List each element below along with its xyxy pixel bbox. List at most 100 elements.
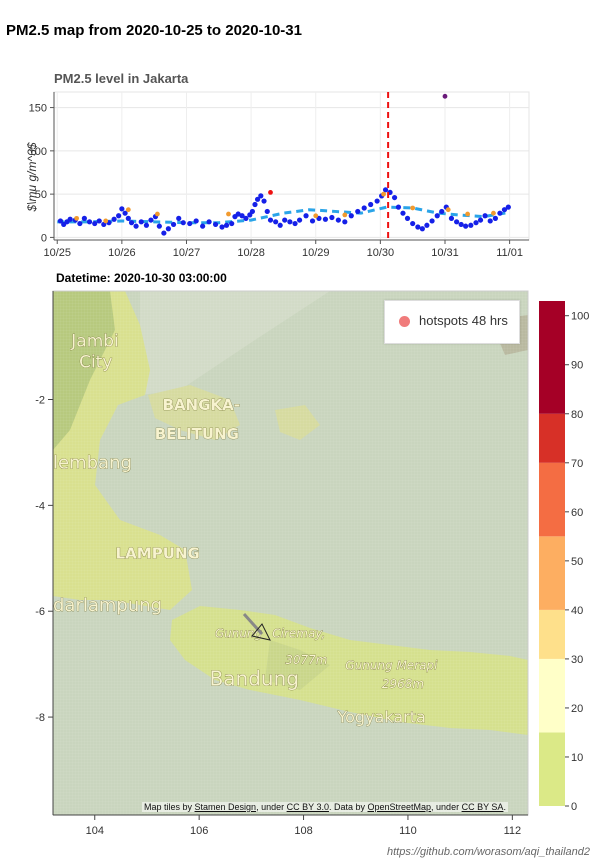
ts-point-19 <box>138 219 144 225</box>
ts-point-48 <box>267 217 274 223</box>
ts-point-49 <box>273 219 279 225</box>
colorbar-tick-label-7: 70 <box>571 458 583 470</box>
colorbar-tick-label-10: 100 <box>571 311 589 323</box>
map-x-tick-label-0: 104 <box>86 825 104 837</box>
ts-point-27 <box>176 215 182 221</box>
ts-point-59 <box>329 214 335 221</box>
map-place-label-11: Gunung Merapi <box>345 658 438 672</box>
ts-x-tick-label-3: 10/28 <box>237 247 265 259</box>
colorbar-bin-6 <box>539 301 565 414</box>
ts-point-64 <box>361 205 367 211</box>
ts-accent-point-1 <box>103 218 109 224</box>
ts-point-47 <box>264 208 270 215</box>
attribution-link-stamen[interactable]: Stamen Design <box>194 802 257 812</box>
ts-point-72 <box>400 210 406 216</box>
ts-point-80 <box>439 208 445 215</box>
ts-point-51 <box>282 217 288 223</box>
ts-point-18 <box>133 223 139 229</box>
ts-point-94 <box>505 204 511 210</box>
attribution-text-4: , under <box>431 802 462 812</box>
colorbar-bin-5 <box>539 413 565 463</box>
map-y-tick-label-3: -8 <box>35 712 45 724</box>
ts-x-tick-label-4: 10/29 <box>302 247 330 259</box>
ts-point-24 <box>161 230 167 236</box>
map-place-label-6: darlampung <box>53 595 162 616</box>
ts-accent-point-0 <box>74 215 80 221</box>
ts-outlier-point-0 <box>442 93 448 99</box>
colorbar-bin-0 <box>539 732 565 806</box>
ts-point-60 <box>335 217 341 223</box>
hotspot-legend: hotspots 48 hrs <box>384 300 520 344</box>
map-place-label-4: lembang <box>53 452 132 473</box>
ts-y-tick-label-2: 100 <box>29 146 47 158</box>
ts-point-25 <box>165 226 171 232</box>
ts-point-30 <box>193 218 199 224</box>
map-place-label-10: Bandung <box>210 666 299 690</box>
ts-x-tick-label-6: 10/31 <box>431 247 459 259</box>
ts-point-7 <box>86 219 93 225</box>
colorbar-tick-label-1: 10 <box>571 752 583 764</box>
map-pm25-grid-overlay <box>53 291 528 815</box>
ts-accent-point-5 <box>268 189 273 195</box>
map-y-tick-label-0: -2 <box>35 395 45 407</box>
ts-point-84 <box>458 221 464 228</box>
ts-point-35 <box>223 222 230 228</box>
ts-point-38 <box>235 211 241 217</box>
ts-point-76 <box>419 226 425 232</box>
ts-point-56 <box>309 218 316 224</box>
ts-accent-point-3 <box>155 211 160 217</box>
hotspot-legend-dot-icon <box>399 316 410 327</box>
ts-point-32 <box>206 219 212 225</box>
ts-x-tick-label-0: 10/25 <box>43 247 71 259</box>
ts-point-58 <box>322 216 329 222</box>
colorbar: 0 10 20 30 40 50 60 70 80 90 100 <box>539 301 589 813</box>
ts-point-42 <box>249 208 256 215</box>
map-place-label-9: 3077m <box>285 653 327 667</box>
ts-point-52 <box>287 219 293 225</box>
colorbar-bin-2 <box>539 609 565 659</box>
ts-point-79 <box>434 213 440 219</box>
attribution-link-osm[interactable]: OpenStreetMap <box>367 802 432 812</box>
ts-point-93 <box>501 207 508 213</box>
ts-point-74 <box>410 220 416 227</box>
ts-point-16 <box>125 215 131 221</box>
colorbar-bin-3 <box>539 536 565 610</box>
map-x-tick-label-1: 106 <box>190 825 208 837</box>
colorbar-bin-4 <box>539 462 565 537</box>
map-place-label-2: BANGKA- <box>163 396 240 414</box>
ts-point-77 <box>424 222 430 228</box>
attribution-link-cc-by-sa[interactable]: CC BY SA <box>461 802 504 812</box>
map-place-label-7: Gunung <box>215 627 263 641</box>
ts-point-73 <box>404 215 411 221</box>
ts-point-9 <box>96 218 102 224</box>
ts-point-45 <box>258 193 264 199</box>
ts-point-83 <box>454 219 460 225</box>
timeseries-axes: 0 50 100 150 10/25 10/26 10/27 10/28 10/29 10/30 1… <box>29 92 529 259</box>
colorbar-bin-1 <box>539 658 565 733</box>
ts-point-36 <box>229 220 235 227</box>
attribution-link-cc-by[interactable]: CC BY 3.0 <box>286 802 329 812</box>
ts-point-78 <box>429 218 435 224</box>
ts-point-15 <box>122 210 128 216</box>
wind-arrow <box>242 612 271 641</box>
ts-point-91 <box>492 215 498 221</box>
ts-point-70 <box>391 194 398 201</box>
ts-point-65 <box>368 201 374 208</box>
ts-point-33 <box>212 221 219 228</box>
wind-arrow-shaft <box>242 612 264 636</box>
ts-accent-point-11 <box>465 211 471 217</box>
map-axes: 104 106 108 110 112 -2 -4 -6 -8 <box>35 291 528 837</box>
ts-point-23 <box>156 223 162 229</box>
map-place-label-8: Ciremay, <box>272 627 325 641</box>
ts-point-62 <box>348 213 354 219</box>
ts-accent-point-9 <box>410 205 416 211</box>
ts-y-tick-label-1: 50 <box>35 189 47 201</box>
ts-accent-point-10 <box>445 207 451 213</box>
ts-point-86 <box>468 222 474 228</box>
timeseries-marks <box>57 92 511 240</box>
ts-point-75 <box>415 224 421 230</box>
ts-point-26 <box>170 221 177 228</box>
colorbar-tick-label-5: 50 <box>571 556 583 568</box>
map-place-label-0: Jambi <box>70 332 119 352</box>
